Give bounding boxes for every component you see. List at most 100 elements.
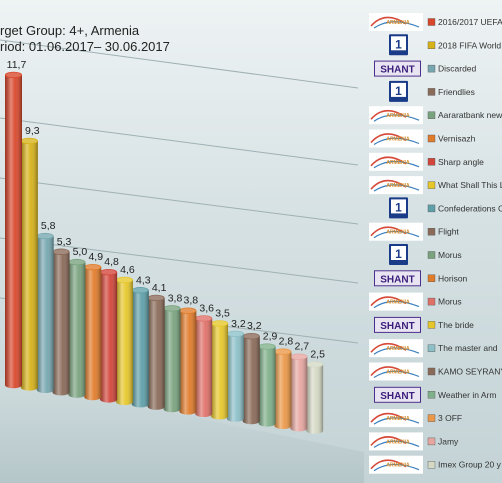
channel-logo-armenia: ARMENIA [369, 13, 423, 31]
bar [36, 232, 54, 393]
data-label: 3,5 [215, 307, 230, 319]
legend-label: Morus [438, 250, 462, 260]
legend-entry: ARMENIA KAMO SEYRANY [369, 362, 502, 381]
svg-text:ARMENIA: ARMENIA [386, 20, 410, 26]
data-label: 2,9 [263, 331, 278, 343]
legend-swatch [427, 367, 436, 376]
bar [226, 330, 244, 422]
legend-swatch [427, 321, 436, 329]
svg-text:ARMENIA: ARMENIA [386, 300, 410, 306]
legend-swatch [427, 134, 436, 143]
legend-label: Confederations C [438, 203, 502, 213]
channel-logo-h1: 1 [389, 80, 408, 102]
data-label: 4,3 [136, 274, 151, 286]
channel-logo-h1: 1 [389, 34, 408, 56]
channel-logo-h1: 1 [389, 244, 408, 265]
data-label: 5,8 [41, 220, 56, 232]
legend-entry: 1 Morus [389, 244, 462, 265]
svg-text:ARMENIA: ARMENIA [386, 370, 410, 376]
data-label: 4,8 [104, 256, 119, 268]
legend-label: Sharp angle [438, 157, 484, 167]
bar [163, 305, 181, 413]
legend-label: Discarded [438, 64, 477, 74]
channel-logo-armenia: ARMENIA [369, 106, 423, 125]
svg-text:ARMENIA: ARMENIA [386, 230, 410, 236]
legend-label: Horison [438, 273, 468, 283]
data-label: 2,8 [279, 336, 294, 348]
legend-swatch [427, 204, 436, 213]
data-label: 5,3 [57, 236, 72, 248]
data-label: 3,8 [184, 295, 199, 307]
svg-text:SHANT: SHANT [380, 391, 414, 402]
data-label: 4,1 [152, 282, 167, 294]
svg-text:ARMENIA: ARMENIA [386, 137, 410, 143]
data-label: 2,5 [310, 348, 325, 360]
bar [274, 348, 292, 429]
legend-swatch [427, 18, 436, 26]
legend-label: Vernisazh [438, 134, 476, 144]
bars [5, 71, 324, 434]
svg-text:SHANT: SHANT [380, 321, 414, 332]
bar [242, 333, 260, 425]
legend-entry: ARMENIA 3 OFF [369, 409, 462, 428]
data-label: 4,6 [120, 264, 135, 276]
legend-entry: 1 Friendlies [389, 80, 475, 102]
legend-swatch [427, 344, 436, 352]
legend-label: What Shall This L [438, 180, 502, 190]
legend-swatch [427, 41, 436, 49]
data-label: 3,8 [168, 292, 183, 304]
data-label: 11,7 [7, 59, 27, 71]
channel-logo-armenia: ARMENIA [369, 129, 423, 148]
data-label: 2,7 [294, 341, 309, 353]
legend-entry: SHANT Horison [374, 270, 468, 287]
legend-label: 2018 FIFA World [438, 40, 501, 50]
legend-entry: SHANT The bride [374, 316, 474, 333]
legend-label: Imex Group 20 y [438, 460, 502, 470]
legend-label: KAMO SEYRANY [438, 367, 502, 377]
bar [84, 263, 102, 401]
svg-text:1: 1 [395, 200, 402, 214]
legend-entry: ARMENIA Flight [369, 222, 459, 241]
data-label: 5,0 [73, 246, 88, 258]
bar [52, 248, 70, 396]
grid-line [0, 117, 359, 166]
legend-swatch [427, 297, 436, 306]
legend-swatch [427, 111, 436, 119]
svg-text:ARMENIA: ARMENIA [386, 160, 410, 166]
grid-line [0, 237, 359, 284]
svg-text:ARMENIA: ARMENIA [386, 113, 410, 119]
legend-swatch [427, 437, 436, 446]
legend-entry: SHANT Weather in Arm [374, 386, 496, 403]
legend-label: Morus [438, 297, 462, 307]
bar [20, 137, 38, 391]
channel-logo-armenia: ARMENIA [369, 339, 423, 358]
channel-logo-armenia: ARMENIA [369, 409, 423, 428]
bar [195, 315, 213, 417]
legend-label: Weather in Arm [438, 390, 496, 400]
svg-text:ARMENIA: ARMENIA [386, 439, 410, 445]
channel-logo-shant: SHANT [374, 270, 421, 287]
channel-logo-armenia: ARMENIA [369, 432, 423, 451]
svg-text:SHANT: SHANT [380, 65, 414, 76]
bar [147, 294, 165, 410]
legend-entry: ARMENIA 2016/2017 UEFA [369, 13, 502, 31]
grid-line [0, 177, 359, 225]
legend-label: The bride [438, 320, 474, 330]
legend-swatch [427, 414, 436, 422]
data-label: 9,3 [25, 125, 40, 137]
legend-entry: ARMENIA Aararatbank new [369, 106, 502, 125]
grid-line [0, 39, 359, 89]
channel-logo-armenia: ARMENIA [369, 176, 423, 195]
svg-text:ARMENIA: ARMENIA [386, 463, 410, 469]
legend-entry: ARMENIA Vernisazh [369, 129, 476, 148]
channel-logo-shant: SHANT [374, 386, 421, 403]
legend-label: 3 OFF [438, 413, 462, 423]
legend-label: 2016/2017 UEFA [438, 17, 502, 27]
legend-swatch [427, 181, 436, 189]
data-label: 3,2 [231, 318, 246, 330]
legend-entry: ARMENIA Imex Group 20 y [369, 455, 502, 474]
channel-logo-armenia: ARMENIA [369, 292, 423, 311]
legend-entry: ARMENIA Jamy [369, 432, 459, 451]
svg-text:1: 1 [395, 247, 402, 261]
